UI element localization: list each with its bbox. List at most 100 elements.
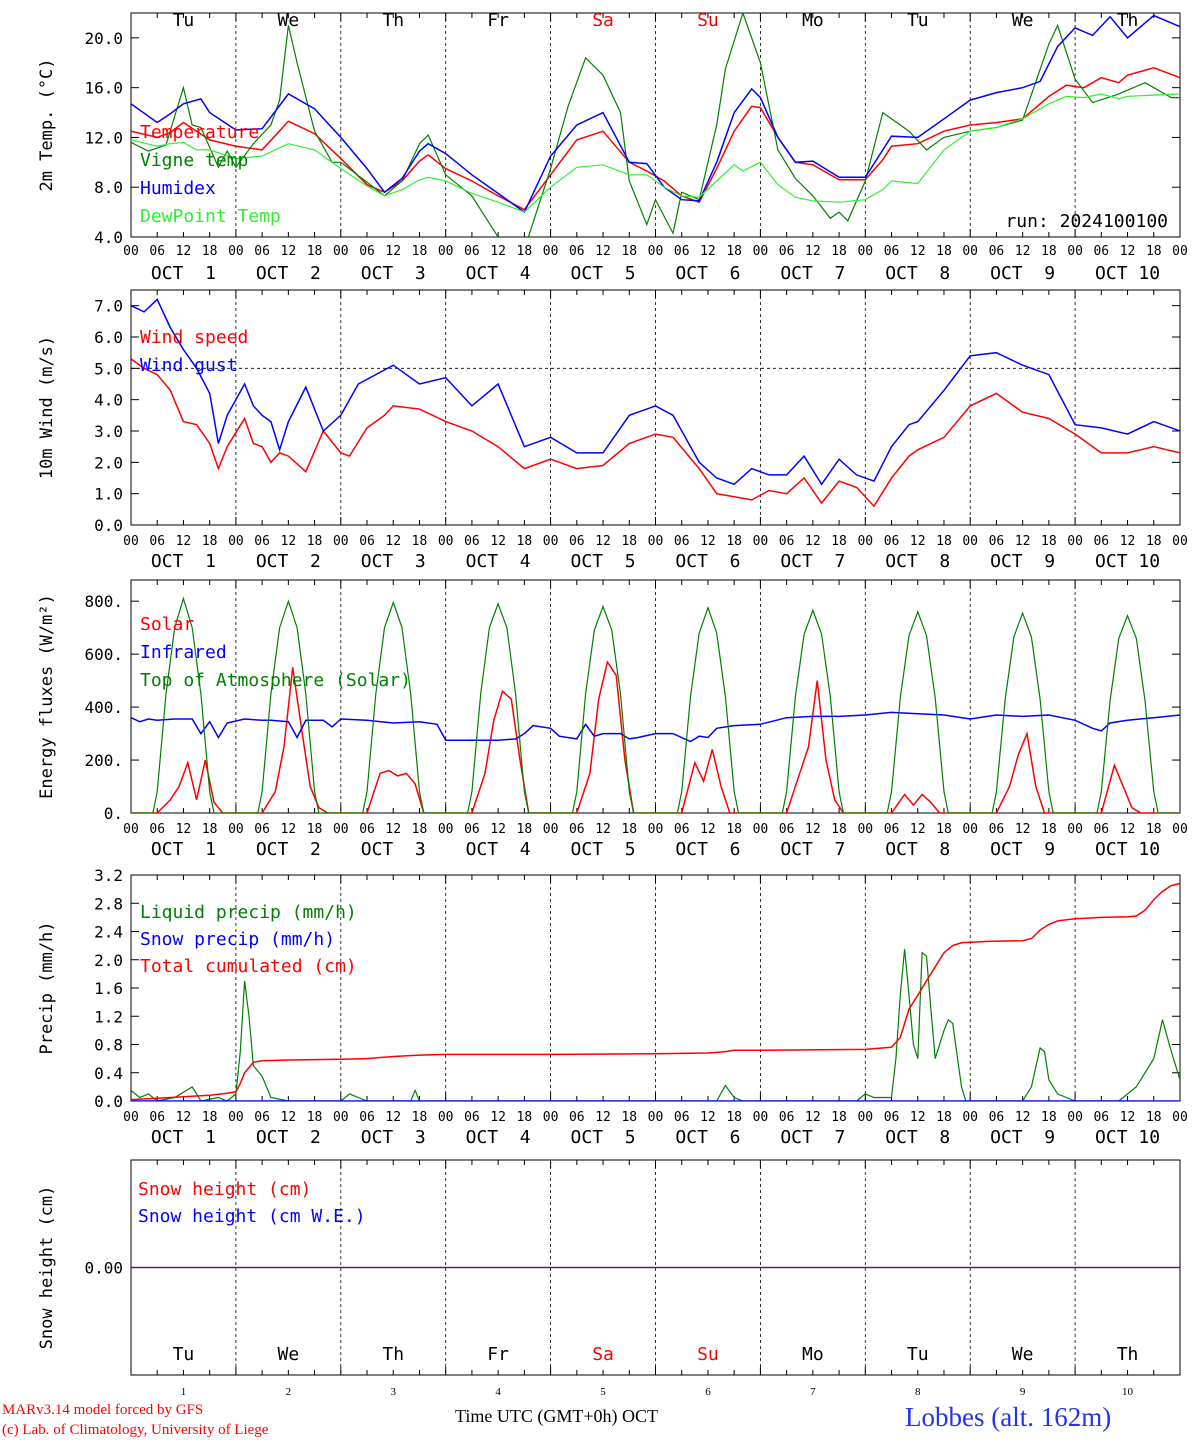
hour-tick-label: 06 xyxy=(779,534,795,549)
hour-tick-label: 00 xyxy=(333,822,349,837)
hour-tick-label: 12 xyxy=(700,244,716,259)
hour-tick-label: 18 xyxy=(307,534,323,549)
legend-entry: Infrared xyxy=(140,642,227,663)
hour-tick-label: 06 xyxy=(569,534,585,549)
hour-tick-label: 18 xyxy=(831,822,847,837)
day-label: Sa xyxy=(592,1344,614,1365)
hour-tick-label: 12 xyxy=(490,534,506,549)
hour-tick-label: 06 xyxy=(779,1110,795,1125)
hour-tick-label: 18 xyxy=(726,822,742,837)
date-label: OCT 10 xyxy=(1095,551,1160,572)
date-label: OCT 2 xyxy=(256,839,321,860)
hour-tick-label: 18 xyxy=(621,534,637,549)
hour-tick-label: 18 xyxy=(517,534,533,549)
hour-tick-label: 06 xyxy=(569,1110,585,1125)
day-label: Tu xyxy=(173,10,195,31)
hour-tick-label: 18 xyxy=(936,822,952,837)
hour-tick-label: 06 xyxy=(464,1110,480,1125)
hour-tick-label: 06 xyxy=(464,244,480,259)
hour-tick-label: 18 xyxy=(202,822,218,837)
date-label: OCT 8 xyxy=(885,839,950,860)
hour-tick-label: 06 xyxy=(989,244,1005,259)
date-label: OCT 9 xyxy=(990,551,1055,572)
hour-tick-label: 00 xyxy=(438,1110,454,1125)
hour-tick-label: 06 xyxy=(149,244,165,259)
y-tick-label: 3.2 xyxy=(94,866,123,885)
date-label: OCT 10 xyxy=(1095,839,1160,860)
date-label: OCT 1 xyxy=(151,839,216,860)
hour-tick-label: 00 xyxy=(333,1110,349,1125)
hour-tick-label: 06 xyxy=(1093,822,1109,837)
hour-tick-label: 00 xyxy=(228,822,244,837)
hour-tick-label: 12 xyxy=(700,822,716,837)
hour-tick-label: 00 xyxy=(543,822,559,837)
hour-tick-label: 12 xyxy=(805,1110,821,1125)
hour-tick-label: 00 xyxy=(333,534,349,549)
hour-tick-label: 00 xyxy=(648,244,664,259)
date-label: OCT 3 xyxy=(361,263,426,284)
hour-tick-label: 18 xyxy=(517,1110,533,1125)
day-label: Tu xyxy=(907,10,929,31)
date-label: OCT 3 xyxy=(361,839,426,860)
day-number-label: 1 xyxy=(181,1386,187,1398)
date-label: OCT 8 xyxy=(885,551,950,572)
hour-tick-label: 12 xyxy=(385,534,401,549)
legend-entry: Wind gust xyxy=(140,355,238,376)
hour-tick-label: 00 xyxy=(1067,244,1083,259)
hour-tick-label: 18 xyxy=(831,534,847,549)
hour-tick-label: 00 xyxy=(438,244,454,259)
hour-tick-label: 18 xyxy=(726,244,742,259)
y-tick-label: 0. xyxy=(104,804,123,823)
hour-tick-label: 12 xyxy=(1015,534,1031,549)
date-label: OCT 3 xyxy=(361,551,426,572)
hour-tick-label: 06 xyxy=(674,1110,690,1125)
day-number-label: 10 xyxy=(1122,1386,1134,1398)
hour-tick-label: 12 xyxy=(1120,244,1136,259)
hour-tick-label: 18 xyxy=(726,1110,742,1125)
legend-entry: Temperature xyxy=(140,122,259,143)
day-number-label: 8 xyxy=(915,1386,921,1398)
series-line xyxy=(131,358,1180,508)
hour-tick-label: 00 xyxy=(228,534,244,549)
day-label: Su xyxy=(697,10,719,31)
hour-tick-label: 06 xyxy=(149,1110,165,1125)
hour-tick-label: 06 xyxy=(674,822,690,837)
hour-tick-label: 06 xyxy=(569,244,585,259)
hour-tick-label: 18 xyxy=(412,1110,428,1125)
legend-entry: Humidex xyxy=(140,178,216,199)
legend-entry: Total cumulated (cm) xyxy=(140,956,357,977)
hour-tick-label: 00 xyxy=(123,822,139,837)
legend-entry: Snow height (cm) xyxy=(138,1179,311,1200)
hour-tick-label: 00 xyxy=(962,822,978,837)
series-line xyxy=(131,596,1180,813)
day-label: Tu xyxy=(907,1344,929,1365)
y-tick-label: 1.2 xyxy=(94,1007,123,1026)
hour-tick-label: 00 xyxy=(857,822,873,837)
y-tick-label: 8.0 xyxy=(94,178,123,197)
date-label: OCT 9 xyxy=(990,263,1055,284)
hour-tick-label: 12 xyxy=(176,244,192,259)
hour-tick-label: 00 xyxy=(543,244,559,259)
time-axis-title: Time UTC (GMT+0h) OCT xyxy=(455,1406,658,1426)
date-label: OCT 6 xyxy=(675,1127,740,1148)
legend-entry: Solar xyxy=(140,614,194,635)
hour-tick-label: 12 xyxy=(385,244,401,259)
hour-tick-label: 06 xyxy=(1093,534,1109,549)
hour-tick-label: 06 xyxy=(884,244,900,259)
legend-entry: Liquid precip (mm/h) xyxy=(140,902,357,923)
hour-tick-label: 18 xyxy=(1146,1110,1162,1125)
hour-tick-label: 06 xyxy=(1093,244,1109,259)
hour-tick-label: 06 xyxy=(464,534,480,549)
hour-tick-label: 18 xyxy=(202,1110,218,1125)
hour-tick-label: 12 xyxy=(176,1110,192,1125)
hour-tick-label: 18 xyxy=(517,822,533,837)
hour-tick-label: 00 xyxy=(1067,1110,1083,1125)
hour-tick-label: 00 xyxy=(648,822,664,837)
y-tick-label: 5.0 xyxy=(94,359,123,378)
day-number-label: 3 xyxy=(391,1386,397,1398)
y-tick-label: 200. xyxy=(84,751,123,770)
hour-tick-label: 12 xyxy=(281,534,297,549)
date-label: OCT 7 xyxy=(780,551,845,572)
y-tick-label: 12.0 xyxy=(84,128,123,147)
hour-tick-label: 06 xyxy=(149,822,165,837)
